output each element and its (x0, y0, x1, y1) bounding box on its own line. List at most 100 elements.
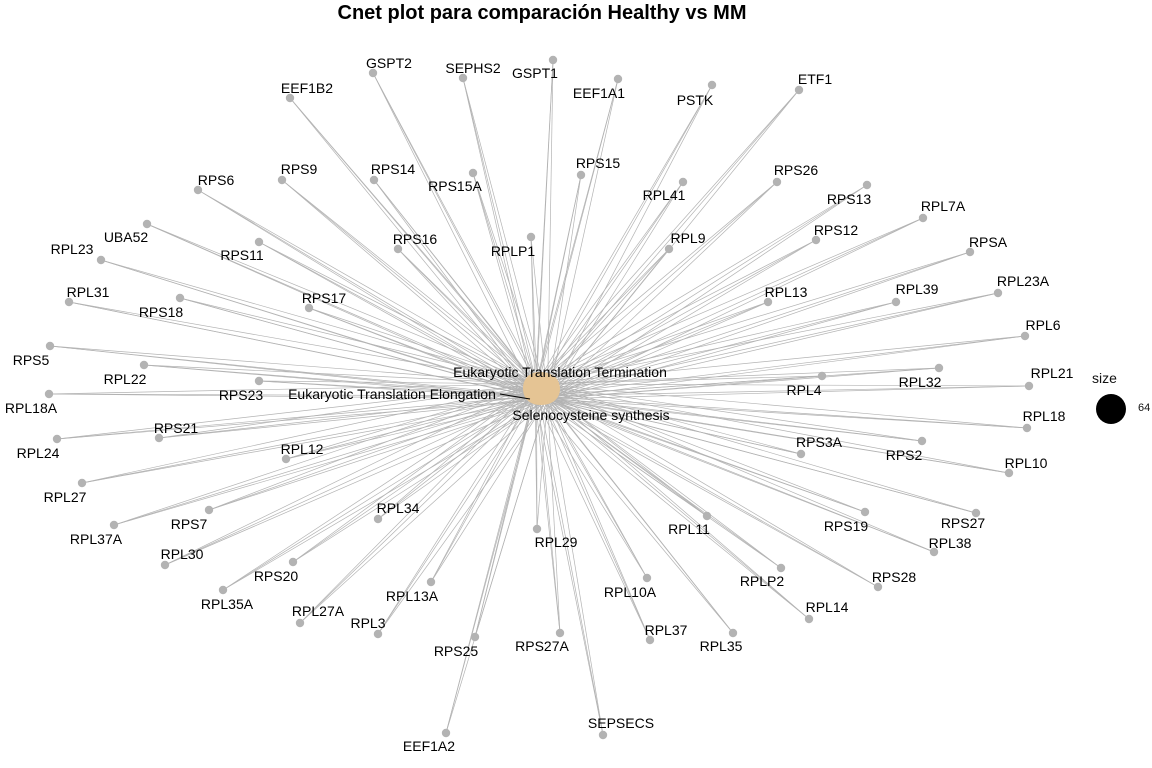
gene-node (304, 303, 314, 313)
edge (536, 383, 782, 569)
edge (208, 383, 537, 511)
edge (534, 395, 1028, 429)
edge (547, 184, 868, 400)
edge (534, 217, 924, 397)
gene-label: GSPT1 (512, 65, 558, 81)
gene-node (971, 508, 981, 518)
edge (281, 179, 536, 397)
gene-node (369, 175, 379, 185)
edge (430, 398, 548, 583)
cnet-network: GSPT2 SEPHS2 GSPT1 EEF1B2 EEF1A1 PSTK ETF1 RPS6… (5, 55, 1074, 754)
edge (462, 77, 536, 397)
edge (48, 393, 548, 400)
edge (377, 383, 537, 520)
gene-label: RPL30 (161, 546, 204, 562)
edge (547, 398, 923, 442)
edge (377, 395, 536, 635)
edge (143, 364, 537, 385)
gene-node (154, 433, 164, 443)
gene-node (285, 93, 295, 103)
gene-node (458, 73, 468, 83)
edge (547, 398, 651, 641)
gene-node (993, 288, 1003, 298)
gene-node (772, 177, 782, 187)
edge (281, 179, 548, 400)
gene-label: RPSA (969, 234, 1008, 250)
gene-label: RPL39 (896, 281, 939, 297)
edge (474, 395, 536, 638)
edge (222, 395, 536, 591)
edge (472, 172, 536, 397)
edge (289, 97, 536, 397)
gene-label: RPS9 (281, 161, 318, 177)
gene-label: RPS18 (139, 304, 184, 320)
gene-node (441, 728, 451, 738)
gene-label: GSPT2 (366, 55, 412, 71)
gene-node (254, 376, 264, 386)
gene-node (77, 478, 87, 488)
edge (299, 398, 548, 624)
gene-label: EEF1A2 (403, 738, 455, 754)
gene-node (526, 232, 536, 242)
gene-label: RPL11 (668, 521, 710, 537)
gene-node (109, 520, 119, 530)
gene-node (96, 255, 106, 265)
edge (534, 395, 604, 736)
gene-label: RPL27A (292, 603, 345, 619)
gene-node (142, 219, 152, 229)
legend-size-circle (1096, 394, 1126, 424)
edge (547, 398, 604, 736)
edge (81, 398, 548, 484)
edge (547, 398, 1028, 429)
edge (534, 84, 713, 397)
gene-node (373, 514, 383, 524)
gene-label: RPL32 (899, 374, 942, 390)
gene-label: RPL35 (700, 638, 743, 654)
gene-label: RPS21 (154, 420, 199, 436)
gene-label: RPL37A (70, 531, 123, 547)
gene-label: RPS27A (515, 638, 569, 654)
gene-node (218, 585, 228, 595)
gene-node (934, 363, 944, 373)
edge (164, 383, 537, 566)
gene-label: RPL27 (44, 489, 87, 505)
gene-node (794, 85, 804, 95)
plot-title: Cnet plot para comparación Healthy vs MM (337, 2, 747, 24)
gene-label: RPL23 (51, 241, 94, 257)
gene-label: EEF1A1 (573, 85, 625, 101)
edge (48, 383, 537, 395)
gene-label: RPL3 (350, 615, 385, 631)
edge (534, 251, 971, 397)
gene-node (1004, 468, 1014, 478)
gene-label: RPL10 (1005, 455, 1048, 471)
edge (547, 335, 1026, 400)
edge (534, 395, 561, 634)
edge (536, 383, 1028, 429)
gene-node (1024, 381, 1034, 391)
gene-label: RPL7A (921, 198, 966, 214)
edge (536, 383, 977, 514)
edge (197, 189, 548, 400)
gene-node (642, 573, 652, 583)
gene-node (555, 628, 565, 638)
gene-label: RPS15A (428, 178, 482, 194)
gene-label: RPL14 (806, 599, 849, 615)
edge (158, 398, 548, 439)
edge (308, 307, 537, 385)
edge (536, 292, 999, 385)
edge (536, 383, 651, 641)
gene-node (576, 170, 586, 180)
edge (292, 383, 537, 563)
edge (258, 241, 537, 385)
gene-node (295, 618, 305, 628)
gene-node (193, 185, 203, 195)
gene-label: RPL35A (201, 596, 254, 612)
edge (534, 335, 1026, 397)
gene-label: RPL22 (104, 371, 147, 387)
gene-node (532, 524, 542, 534)
edge (397, 248, 548, 400)
edge (536, 375, 823, 385)
edge (547, 398, 1010, 474)
category-label: Eukaryotic Translation Elongation (288, 386, 496, 402)
gene-label: RPL18 (1023, 408, 1066, 424)
